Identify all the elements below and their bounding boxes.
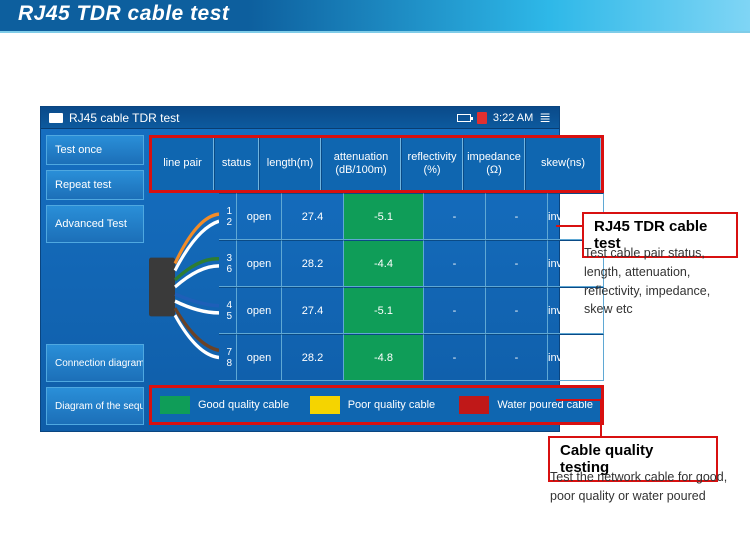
swatch-poor	[310, 396, 340, 414]
pair-number: 78	[219, 334, 237, 381]
pair-number: 36	[219, 240, 237, 287]
app-icon	[49, 113, 63, 123]
callout-line-2v	[600, 399, 602, 437]
banner-accent	[248, 0, 750, 32]
pair-number: 12	[219, 193, 237, 240]
page-banner: RJ45 TDR cable test	[0, 0, 750, 32]
cell: open	[237, 334, 282, 381]
cell: -5.1	[344, 193, 424, 240]
cell: -5.1	[344, 287, 424, 334]
cell: open	[237, 287, 282, 334]
cell: invalidation	[548, 334, 604, 381]
sidebar: Test once Repeat test Advanced Test Conn…	[41, 129, 149, 431]
table-row: 78open28.2-4.8--invalidation	[219, 334, 604, 381]
col-impedance: impedance (Ω)	[463, 138, 525, 190]
cell: -	[486, 287, 548, 334]
app-title: RJ45 cable TDR test	[69, 111, 180, 125]
sdcard-icon	[477, 112, 487, 124]
swatch-water	[459, 396, 489, 414]
col-length: length(m)	[259, 138, 321, 190]
cell: -	[424, 287, 486, 334]
legend-good: Good quality cable	[152, 388, 302, 422]
cell: -	[486, 240, 548, 287]
legend-water: Water poured cable	[451, 388, 601, 422]
test-once-button[interactable]: Test once	[46, 135, 144, 165]
battery-icon	[457, 114, 471, 122]
table-row: 12open27.4-5.1--invalidation	[219, 193, 604, 240]
swatch-good	[160, 396, 190, 414]
menu-icon[interactable]: ≣	[539, 109, 551, 126]
cell: open	[237, 240, 282, 287]
cell: -	[424, 193, 486, 240]
table-row: 45open27.4-5.1--invalidation	[219, 287, 604, 334]
col-line-pair: line pair	[152, 138, 214, 190]
cell: -	[486, 334, 548, 381]
status-bar: RJ45 cable TDR test 3:22 AM ≣	[41, 107, 559, 129]
cell: -4.8	[344, 334, 424, 381]
cell: -4.4	[344, 240, 424, 287]
legend: Good quality cable Poor quality cable Wa…	[149, 385, 604, 425]
callout-1-text: Test cable pair status, length, attenuat…	[584, 244, 742, 319]
cell: 27.4	[282, 193, 344, 240]
main-panel: line pair status length(m) attenuation (…	[149, 129, 610, 431]
advanced-test-button[interactable]: Advanced Test	[46, 205, 144, 243]
cell: -	[424, 240, 486, 287]
device-screen: RJ45 cable TDR test 3:22 AM ≣ Test once …	[40, 106, 560, 432]
legend-poor: Poor quality cable	[302, 388, 452, 422]
cable-illustration	[149, 193, 219, 381]
table-body: 12open27.4-5.1--invalidation36open28.2-4…	[149, 193, 604, 381]
cell: 27.4	[282, 287, 344, 334]
callout-2-text: Test the network cable for good, poor qu…	[550, 468, 740, 506]
callout-line-1	[556, 225, 582, 227]
repeat-test-button[interactable]: Repeat test	[46, 170, 144, 200]
pair-number: 45	[219, 287, 237, 334]
sequence-diagram-button[interactable]: Diagram of the sequence	[46, 387, 144, 425]
cell: 28.2	[282, 240, 344, 287]
connection-diagram-button[interactable]: Connection diagram	[46, 344, 144, 382]
banner-underline	[0, 31, 750, 33]
col-skew: skew(ns)	[525, 138, 601, 190]
legend-poor-label: Poor quality cable	[348, 399, 435, 411]
legend-good-label: Good quality cable	[198, 399, 289, 411]
col-reflectivity: reflectivity (%)	[401, 138, 463, 190]
cell: open	[237, 193, 282, 240]
cell: -	[424, 334, 486, 381]
clock: 3:22 AM	[493, 112, 533, 124]
table-row: 36open28.2-4.4--invalidation	[219, 240, 604, 287]
table-header-row: line pair status length(m) attenuation (…	[149, 135, 604, 193]
col-status: status	[214, 138, 259, 190]
col-attenuation: attenuation (dB/100m)	[321, 138, 401, 190]
cell: 28.2	[282, 334, 344, 381]
callout-line-2h	[556, 399, 602, 401]
cell: -	[486, 193, 548, 240]
banner-title: RJ45 TDR cable test	[18, 2, 229, 26]
